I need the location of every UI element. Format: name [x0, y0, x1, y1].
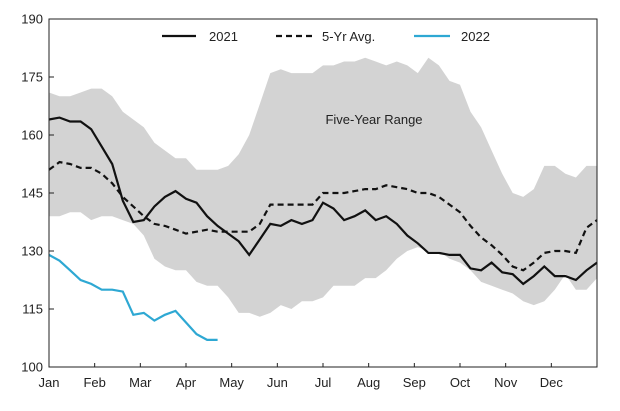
- legend: 2021 5-Yr Avg. 2022: [162, 29, 490, 44]
- x-tick-label: Aug: [357, 375, 380, 390]
- y-tick-label: 160: [21, 128, 43, 143]
- x-tick-label: Oct: [450, 375, 471, 390]
- x-tick-label: Feb: [83, 375, 105, 390]
- series-line-2022: [48, 253, 218, 341]
- legend-label-2022: 2022: [461, 29, 490, 44]
- y-tick-label: 115: [22, 302, 43, 317]
- legend-label-5yr-avg: 5-Yr Avg.: [322, 29, 375, 44]
- x-tick-label: Jan: [39, 375, 60, 390]
- x-tick-label: Jul: [315, 375, 332, 390]
- five-year-range-band: [49, 57, 597, 317]
- x-tick-label: Dec: [540, 375, 564, 390]
- y-axis: 100 115 130 145 160 175 190: [21, 12, 54, 375]
- y-tick-label: 130: [21, 244, 43, 259]
- y-tick-label: 100: [21, 360, 43, 375]
- y-tick-label: 145: [21, 186, 43, 201]
- x-tick-label: Jun: [267, 375, 288, 390]
- legend-label-2021: 2021: [209, 29, 238, 44]
- x-tick-label: Apr: [176, 375, 197, 390]
- range-annotation: Five-Year Range: [325, 112, 422, 127]
- x-axis: Jan Feb Mar Apr May Jun Jul Aug Sep Oct Nov Dec: [39, 363, 564, 390]
- x-tick-label: Mar: [129, 375, 152, 390]
- series-line-2021: [48, 116, 598, 286]
- x-tick-label: Sep: [403, 375, 426, 390]
- x-tick-label: Nov: [494, 375, 518, 390]
- y-tick-label: 190: [21, 12, 43, 27]
- series-line-5yr-avg: [48, 160, 598, 272]
- x-tick-label: May: [219, 375, 244, 390]
- y-tick-label: 175: [21, 70, 43, 85]
